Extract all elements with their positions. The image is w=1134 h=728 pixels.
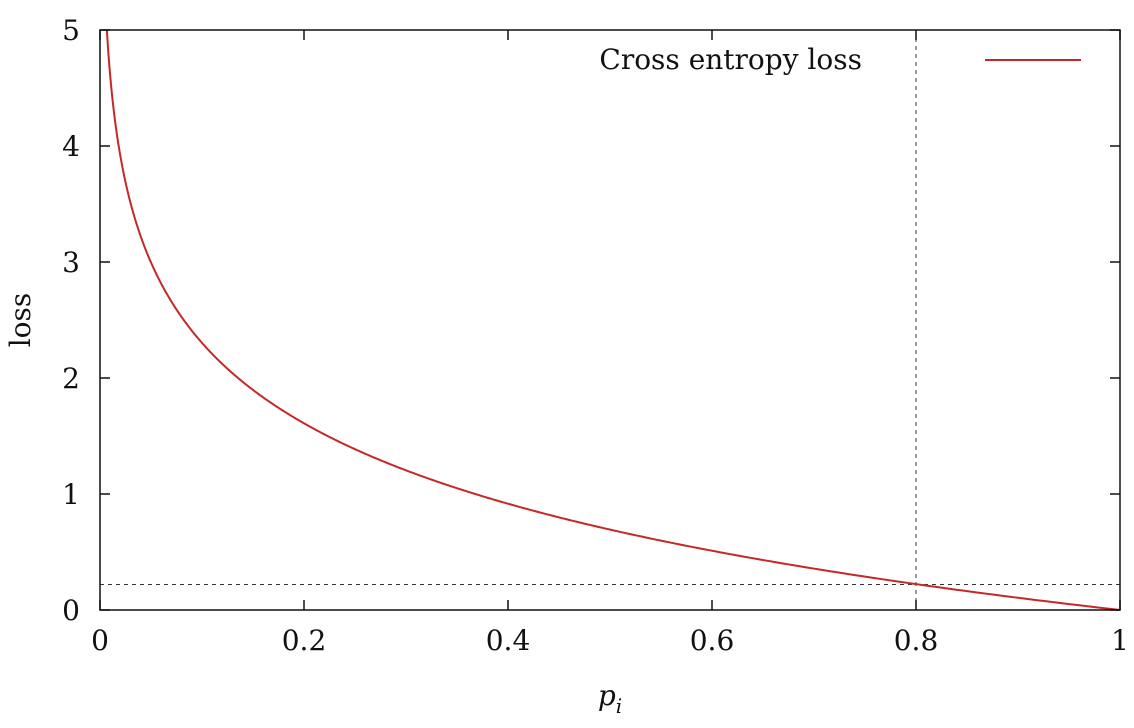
x-tick-label: 0.8 [894, 624, 939, 657]
x-axis-label-main: p [598, 679, 616, 712]
y-tick-label: 0 [62, 594, 80, 627]
x-tick-label: 0.2 [282, 624, 327, 657]
series-line-cross-entropy [105, 29, 1121, 611]
y-axis-label: loss [4, 293, 37, 348]
legend-label-cross-entropy: Cross entropy loss [599, 43, 862, 76]
x-tick-label: 0 [91, 624, 109, 657]
x-tick-label: 0.4 [486, 624, 531, 657]
x-axis-label-subscript: i [616, 694, 622, 718]
series-layer [105, 29, 1121, 611]
x-axis-label: pi [598, 679, 622, 718]
tick-labels: 0 0.2 0.4 0.6 0.8 1 0 1 2 3 4 5 [62, 14, 1129, 657]
y-tick-label: 3 [62, 246, 80, 279]
x-tick-label: 0.6 [690, 624, 735, 657]
plot-frame [99, 29, 1121, 611]
y-tick-label: 4 [62, 130, 80, 163]
y-tick-label: 1 [62, 478, 80, 511]
reference-lines [100, 30, 1120, 610]
legend: Cross entropy loss [599, 43, 1081, 76]
y-tick-label: 2 [62, 362, 80, 395]
axis-ticks [99, 29, 1121, 611]
x-tick-label: 1 [1111, 624, 1129, 657]
y-tick-label: 5 [62, 14, 80, 47]
